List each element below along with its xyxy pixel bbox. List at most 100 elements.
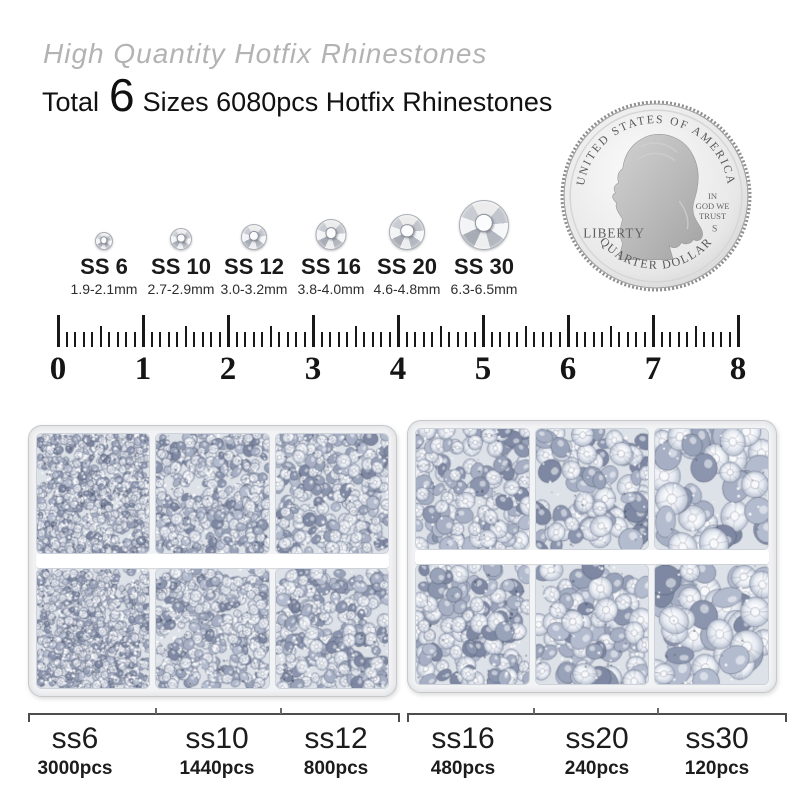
count-pcs: 800pcs — [303, 758, 369, 779]
ruler-tick — [736, 315, 740, 347]
ruler-tick — [524, 326, 527, 347]
size-label: SS 20 — [377, 254, 437, 279]
compartment-ss6-bottom — [36, 568, 151, 690]
coin-motto-line2: GOD WE — [696, 201, 730, 211]
size-range: 4.6-4.8mm — [373, 281, 441, 297]
ruler-tick — [388, 332, 391, 347]
count-pcs: 480pcs — [430, 758, 496, 779]
ruler-number: 5 — [474, 351, 492, 387]
ruler-tick — [159, 332, 161, 347]
ruler-tick — [116, 332, 119, 347]
ruler-tick — [167, 332, 170, 347]
ruler-tick — [473, 332, 476, 347]
size-item-ss10: SS 10 2.7-2.9mm — [126, 198, 236, 297]
ruler-tick — [150, 332, 153, 347]
count-item-ss30: ss30 120pcs — [647, 722, 787, 780]
coin-reeded-edge — [560, 100, 752, 292]
box-divider — [415, 549, 769, 564]
ruler-tick — [295, 332, 297, 347]
ruler-tick — [108, 332, 110, 347]
size-label: SS 16 — [301, 254, 361, 279]
ruler-tick — [244, 332, 246, 347]
ruler-tick — [311, 315, 315, 347]
count-item-ss16: ss16 480pcs — [393, 722, 533, 780]
ruler-tick — [133, 332, 136, 347]
ruler-tick — [643, 332, 646, 347]
count-label: ss20 — [565, 722, 629, 755]
ruler-tick — [465, 332, 467, 347]
ruler-tick — [601, 332, 603, 347]
ruler-tick — [448, 332, 450, 347]
ruler-tick — [320, 332, 323, 347]
ruler-tick — [269, 326, 272, 347]
count-label: ss10 — [185, 722, 249, 755]
compartment-ss10-bottom — [155, 568, 270, 690]
ruler-tick — [125, 332, 127, 347]
ruler-tick — [635, 332, 637, 347]
rhinestone-ss12-image — [241, 224, 267, 250]
total-prefix: Total — [42, 87, 100, 117]
ruler-tick — [201, 332, 204, 347]
ruler-tick — [65, 332, 68, 347]
ruler-number: 6 — [559, 351, 577, 387]
compartment-ss20-bottom — [534, 563, 650, 685]
size-label: SS 10 — [151, 254, 211, 279]
ruler-tick — [414, 332, 416, 347]
total-count: 6 — [109, 69, 135, 121]
ruler-tick — [651, 315, 655, 347]
ruler-tick — [82, 332, 85, 347]
size-label: SS 12 — [224, 254, 284, 279]
total-suffix: Sizes 6080pcs Hotfix Rhinestones — [142, 87, 553, 117]
count-item-ss10: ss10 1440pcs — [147, 722, 287, 780]
tagline-text: High Quantity Hotfix Rhinestones — [43, 38, 488, 69]
compartment-ss20-top — [534, 428, 650, 550]
count-label: ss12 — [304, 722, 368, 755]
ruler-tick — [677, 332, 680, 347]
count-label: ss6 — [51, 722, 99, 755]
ruler-tick — [226, 315, 230, 347]
rhinestone-ss30-image — [459, 200, 509, 250]
count-pcs: 120pcs — [684, 758, 750, 779]
bracket-right — [407, 708, 787, 722]
size-label: SS 6 — [80, 254, 128, 279]
ruler-tick — [329, 332, 331, 347]
coin-motto-line1: IN — [708, 191, 717, 201]
ruler-tick — [728, 332, 731, 347]
size-item-ss20: SS 20 4.6-4.8mm — [352, 198, 462, 297]
coin-inner-rim — [569, 109, 743, 283]
ruler-tick — [481, 315, 485, 347]
count-item-ss20: ss20 240pcs — [527, 722, 667, 780]
ruler-tick — [184, 326, 187, 347]
ruler-tick — [711, 332, 714, 347]
ruler-tick — [618, 332, 620, 347]
ruler-tick — [439, 326, 442, 347]
ruler-tick — [533, 332, 535, 347]
ruler-tick — [720, 332, 722, 347]
rhinestone-ss16-image — [315, 219, 347, 250]
ruler-number: 8 — [729, 351, 747, 387]
ruler-tick — [541, 332, 544, 347]
storage-box-right — [407, 420, 777, 693]
size-range: 6.3-6.5mm — [450, 281, 518, 297]
ruler-tick — [252, 332, 255, 347]
ruler-tick — [363, 332, 365, 347]
ruler-tick — [626, 332, 629, 347]
ruler-tick — [609, 326, 612, 347]
compartment-ss10-top — [155, 433, 270, 555]
size-item-ss12: SS 12 3.0-3.2mm — [199, 198, 309, 297]
compartment-ss12-top — [274, 433, 389, 555]
ruler-number: 3 — [304, 351, 322, 387]
ruler-tick — [193, 332, 195, 347]
compartment-ss6-top — [36, 433, 151, 555]
ruler-tick — [261, 332, 263, 347]
compartment-ss16-bottom — [415, 563, 530, 685]
ruler-tick — [456, 332, 459, 347]
size-range: 3.0-3.2mm — [220, 281, 288, 297]
size-label: SS 30 — [454, 254, 514, 279]
coin-motto-line3: TRUST — [699, 211, 727, 221]
ruler-tick — [210, 332, 212, 347]
coin-mint-mark: S — [712, 223, 717, 234]
ruler-tick — [703, 332, 705, 347]
ruler-number: 1 — [134, 351, 152, 387]
